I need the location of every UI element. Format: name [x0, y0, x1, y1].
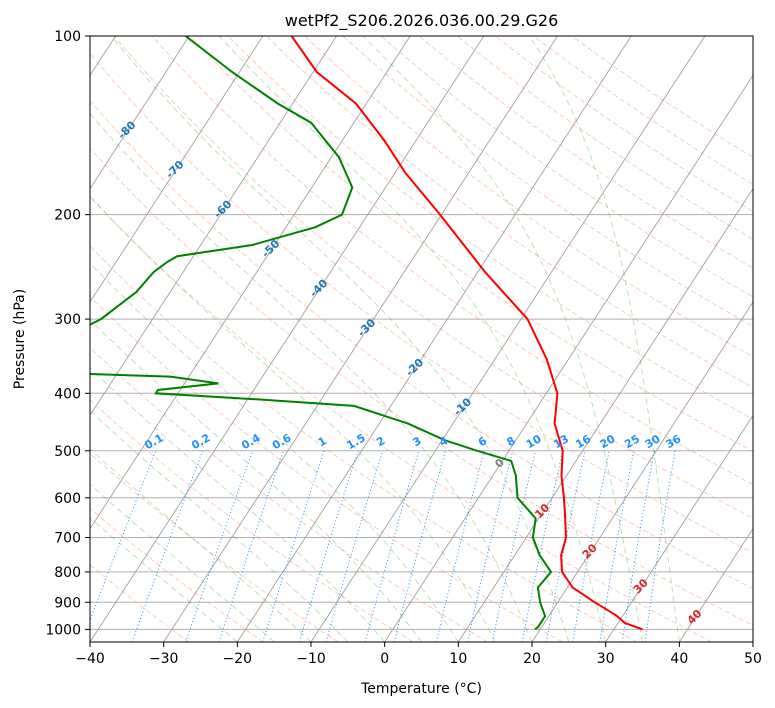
dry-adiabat-line: [151, 36, 753, 486]
chart-title: wetPf2_S206.2026.036.00.29.G26: [285, 11, 559, 31]
x-axis-label: Temperature (°C): [360, 681, 482, 697]
mixing-ratio-line: [325, 450, 384, 642]
dry-adiabat-line: [304, 36, 753, 358]
mixing-ratio-line: [491, 450, 536, 642]
moist-adiabat-line: [528, 36, 680, 642]
x-tick-label: 50: [744, 651, 762, 667]
mixing-ratio-line: [298, 450, 359, 642]
moist-adiabat-line: [90, 262, 459, 642]
dewpoint-profile: [90, 36, 553, 631]
y-tick-label: 900: [54, 595, 81, 611]
dry-adiabat-line: [90, 196, 712, 642]
x-tick-label: −30: [149, 651, 179, 667]
x-tick-label: 30: [597, 651, 615, 667]
x-axis: −40 −30 −20 −10 0 10 20 30 40 50: [75, 642, 762, 667]
x-tick-label: 10: [449, 651, 467, 667]
mixing-ratio-line: [185, 450, 254, 642]
y-axis-label: Pressure (hPa): [12, 289, 28, 389]
moist-adiabat-line: [90, 367, 386, 642]
isotherm-line: [752, 641, 753, 642]
moist-adiabat-line: [362, 36, 643, 642]
dry-adiabat-line: [189, 36, 753, 452]
isotherm-line: [90, 36, 264, 303]
y-axis: 100 200 300 400 500 600 700 800 900 1000: [45, 29, 90, 638]
mixing-ratio-line: [364, 450, 420, 642]
plot-background: [90, 36, 753, 642]
mixing-ratio-line: [218, 450, 284, 642]
plot-frame: [89, 35, 754, 643]
y-tick-label: 600: [54, 491, 81, 507]
mixing-ratio-line: [545, 450, 586, 642]
isotherm-line: [90, 36, 337, 417]
x-tick-label: −10: [296, 651, 326, 667]
dry-adiabat-line: [266, 36, 753, 389]
isotherm-line: [678, 527, 753, 642]
mixing-ratio-line: [393, 450, 446, 642]
x-tick-label: −20: [223, 651, 253, 667]
mixing-ratio-line: [90, 450, 157, 622]
isotherm-line: [90, 36, 485, 642]
moist-adiabat-line: [90, 483, 275, 642]
y-tick-label: 500: [54, 444, 81, 460]
isotherm-line: [90, 36, 411, 530]
isotherm-line: [457, 187, 753, 642]
dry-adiabat-line: [90, 346, 488, 642]
y-tick-label: 200: [54, 208, 81, 224]
y-tick-label: 300: [54, 312, 81, 328]
mixing-ratio-line: [521, 450, 564, 642]
background-lines: [90, 36, 753, 642]
x-tick-label: 40: [670, 651, 688, 667]
moist-adiabat-line: [90, 409, 349, 642]
sounding-series: [90, 36, 643, 631]
isotherm-line: [605, 414, 753, 642]
moist-adiabat-line: [90, 517, 238, 642]
y-tick-label: 400: [54, 386, 81, 402]
isotherm-line: [310, 36, 706, 642]
moist-adiabat-line: [90, 448, 312, 642]
moist-adiabat-line: [90, 112, 533, 642]
dry-adiabat-line: [90, 452, 339, 642]
mixing-ratio-line: [131, 450, 204, 642]
dry-adiabat-line: [90, 147, 753, 626]
temperature-profile: [290, 36, 643, 631]
moist-adiabat-line: [110, 36, 570, 642]
dry-adiabat-line: [90, 245, 638, 642]
dry-adiabat-line: [113, 36, 753, 519]
dry-adiabat-line: [90, 295, 563, 642]
mixing-ratio-line: [262, 450, 325, 642]
moist-adiabat-line: [90, 318, 422, 642]
x-tick-label: −40: [75, 651, 105, 667]
y-tick-label: 100: [54, 29, 81, 45]
isotherm-line: [163, 36, 558, 642]
y-tick-label: 1000: [45, 622, 81, 638]
isotherm-line: [236, 36, 632, 642]
y-tick-label: 800: [54, 565, 81, 581]
y-tick-label: 700: [54, 531, 81, 547]
dry-adiabat-line: [90, 507, 264, 642]
dry-adiabat-line: [90, 99, 753, 590]
x-tick-label: 20: [523, 651, 541, 667]
x-tick-label: 0: [380, 651, 389, 667]
dry-adiabat-line: [342, 36, 753, 328]
isotherm-line: [531, 301, 753, 642]
isotherm-line: [384, 74, 753, 642]
